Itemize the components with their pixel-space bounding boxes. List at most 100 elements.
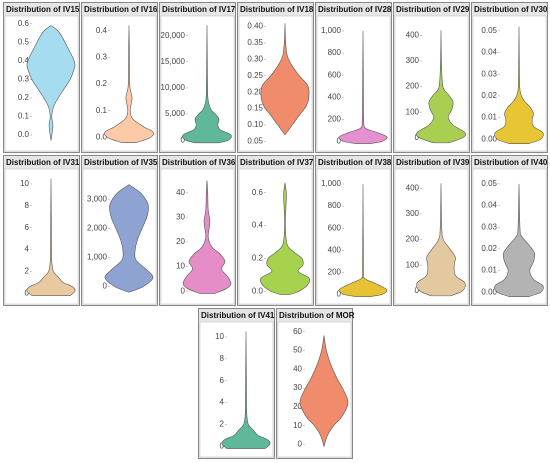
y-tick-label: 1,000 bbox=[321, 179, 342, 188]
y-tick-label: 1,000 bbox=[321, 26, 342, 35]
panel: Distribution of IV36 0 10 20 30 40 bbox=[159, 155, 236, 306]
y-tick-label: 0 bbox=[337, 136, 342, 145]
panel-title: Distribution of MOR bbox=[279, 311, 355, 320]
panel-title: Distribution of IV39 bbox=[396, 158, 470, 167]
panel-title: Distribution of IV18 bbox=[240, 5, 314, 14]
y-tick-label: 20 bbox=[176, 237, 185, 246]
panel: Distribution of IV18 0.05 0.10 0.15 0.20 0.25… bbox=[237, 2, 314, 153]
y-tick-label: 0.0 bbox=[252, 286, 264, 295]
y-tick-label: 0 bbox=[415, 286, 420, 295]
y-tick-label: 0.02 bbox=[481, 244, 497, 253]
y-tick-label: 0.2 bbox=[252, 253, 264, 262]
y-tick-label: 0.5 bbox=[18, 37, 30, 46]
y-tick-label: 1,000 bbox=[87, 252, 108, 261]
y-tick-label: 0.3 bbox=[96, 52, 108, 61]
violin bbox=[259, 182, 311, 295]
panel: Distribution of MOR 0 10 20 30 40 50 60 bbox=[276, 308, 355, 459]
panel: Distribution of IV16 0.0 0.1 0.2 0.3 0.4 bbox=[81, 2, 158, 153]
y-tick-label: 30 bbox=[293, 383, 302, 392]
plot-area bbox=[316, 15, 391, 152]
y-tick-label: 400 bbox=[328, 92, 342, 101]
panel-title: Distribution of IV41 bbox=[201, 311, 275, 320]
panel-title: Distribution of IV29 bbox=[396, 5, 470, 14]
y-tick-label: 200 bbox=[328, 267, 342, 276]
panel-title: Distribution of IV38 bbox=[318, 158, 392, 167]
panel-title: Distribution of IV16 bbox=[84, 5, 158, 14]
y-tick-label: 300 bbox=[406, 56, 420, 65]
y-tick-label: 0.30 bbox=[247, 54, 263, 63]
panel-title: Distribution of IV36 bbox=[162, 158, 236, 167]
y-tick-label: 4 bbox=[25, 245, 30, 254]
y-tick-label: 2 bbox=[220, 420, 225, 429]
y-tick-label: 0.2 bbox=[18, 93, 30, 102]
y-tick-label: 0.01 bbox=[481, 113, 497, 122]
violin bbox=[221, 331, 271, 449]
y-tick-label: 0.05 bbox=[481, 26, 497, 35]
y-tick-label: 0 bbox=[181, 135, 186, 144]
y-tick-label: 200 bbox=[328, 114, 342, 123]
y-tick-label: 0 bbox=[220, 441, 225, 450]
panel: Distribution of IV35 0 1,000 2,000 3,000 bbox=[81, 155, 158, 306]
y-tick-label: 0.04 bbox=[481, 201, 497, 210]
y-tick-label: 0 bbox=[298, 440, 303, 449]
panel: Distribution of IV15 0.0 0.1 0.2 0.3 0.4 0.5 0.… bbox=[3, 2, 80, 153]
y-tick-label: 0.1 bbox=[96, 106, 108, 115]
panel: Distribution of IV41 0 2 4 6 8 10 bbox=[198, 308, 275, 459]
y-tick-label: 0.03 bbox=[481, 69, 497, 78]
panel: Distribution of IV17 0 5,000 10,000 15,000 20… bbox=[159, 2, 236, 153]
y-tick-label: 4 bbox=[220, 398, 225, 407]
panel: Distribution of IV31 0 2 4 6 8 10 bbox=[3, 155, 80, 306]
y-tick-label: 50 bbox=[293, 346, 302, 355]
y-tick-label: 400 bbox=[406, 30, 420, 39]
y-tick-label: 0.20 bbox=[247, 87, 263, 96]
y-tick-label: 2 bbox=[25, 267, 30, 276]
y-tick-label: 600 bbox=[328, 70, 342, 79]
violin bbox=[260, 23, 310, 136]
y-tick-label: 800 bbox=[328, 48, 342, 57]
violin bbox=[182, 180, 232, 294]
y-tick-label: 40 bbox=[176, 188, 185, 197]
y-tick-label: 400 bbox=[328, 245, 342, 254]
panel-title: Distribution of IV35 bbox=[84, 158, 158, 167]
y-tick-label: 0.15 bbox=[247, 104, 263, 113]
y-tick-label: 0.3 bbox=[18, 74, 30, 83]
y-tick-label: 10 bbox=[20, 179, 29, 188]
y-tick-label: 200 bbox=[406, 235, 420, 244]
y-tick-label: 3,000 bbox=[87, 194, 108, 203]
panel-title: Distribution of IV30 bbox=[474, 5, 548, 14]
violin bbox=[182, 25, 232, 144]
y-tick-label: 0 bbox=[337, 289, 342, 298]
y-tick-label: 0.00 bbox=[481, 287, 497, 296]
violin bbox=[494, 183, 544, 297]
y-tick-label: 0.0 bbox=[18, 130, 30, 139]
y-tick-label: 200 bbox=[406, 82, 420, 91]
y-tick-label: 0 bbox=[415, 133, 420, 142]
y-tick-label: 0.35 bbox=[247, 38, 263, 47]
y-tick-label: 10 bbox=[176, 262, 185, 271]
y-tick-label: 8 bbox=[25, 201, 30, 210]
panel-title: Distribution of IV37 bbox=[240, 158, 314, 167]
y-tick-label: 400 bbox=[406, 183, 420, 192]
y-tick-label: 0.6 bbox=[18, 19, 30, 28]
panel-title: Distribution of IV28 bbox=[318, 5, 392, 14]
y-tick-label: 0.1 bbox=[18, 112, 30, 121]
panel-title: Distribution of IV17 bbox=[162, 5, 236, 14]
y-tick-label: 0.02 bbox=[481, 91, 497, 100]
violin bbox=[299, 335, 349, 448]
y-tick-label: 0.4 bbox=[96, 26, 108, 35]
y-tick-label: 0.01 bbox=[481, 266, 497, 275]
y-tick-label: 6 bbox=[25, 223, 30, 232]
plot-area bbox=[316, 168, 391, 305]
violin bbox=[338, 31, 388, 144]
panel: Distribution of IV28 0 200 400 600 800 1,000 bbox=[315, 2, 392, 153]
y-tick-label: 60 bbox=[293, 327, 302, 336]
y-tick-label: 6 bbox=[220, 376, 225, 385]
y-tick-label: 0.4 bbox=[18, 56, 30, 65]
y-tick-label: 0.0 bbox=[96, 132, 108, 141]
panel-title: Distribution of IV31 bbox=[6, 158, 80, 167]
y-tick-label: 0.00 bbox=[481, 134, 497, 143]
y-tick-label: 0 bbox=[181, 286, 186, 295]
y-tick-label: 5,000 bbox=[165, 109, 186, 118]
y-tick-label: 0 bbox=[103, 282, 108, 291]
y-tick-label: 20,000 bbox=[161, 31, 186, 40]
